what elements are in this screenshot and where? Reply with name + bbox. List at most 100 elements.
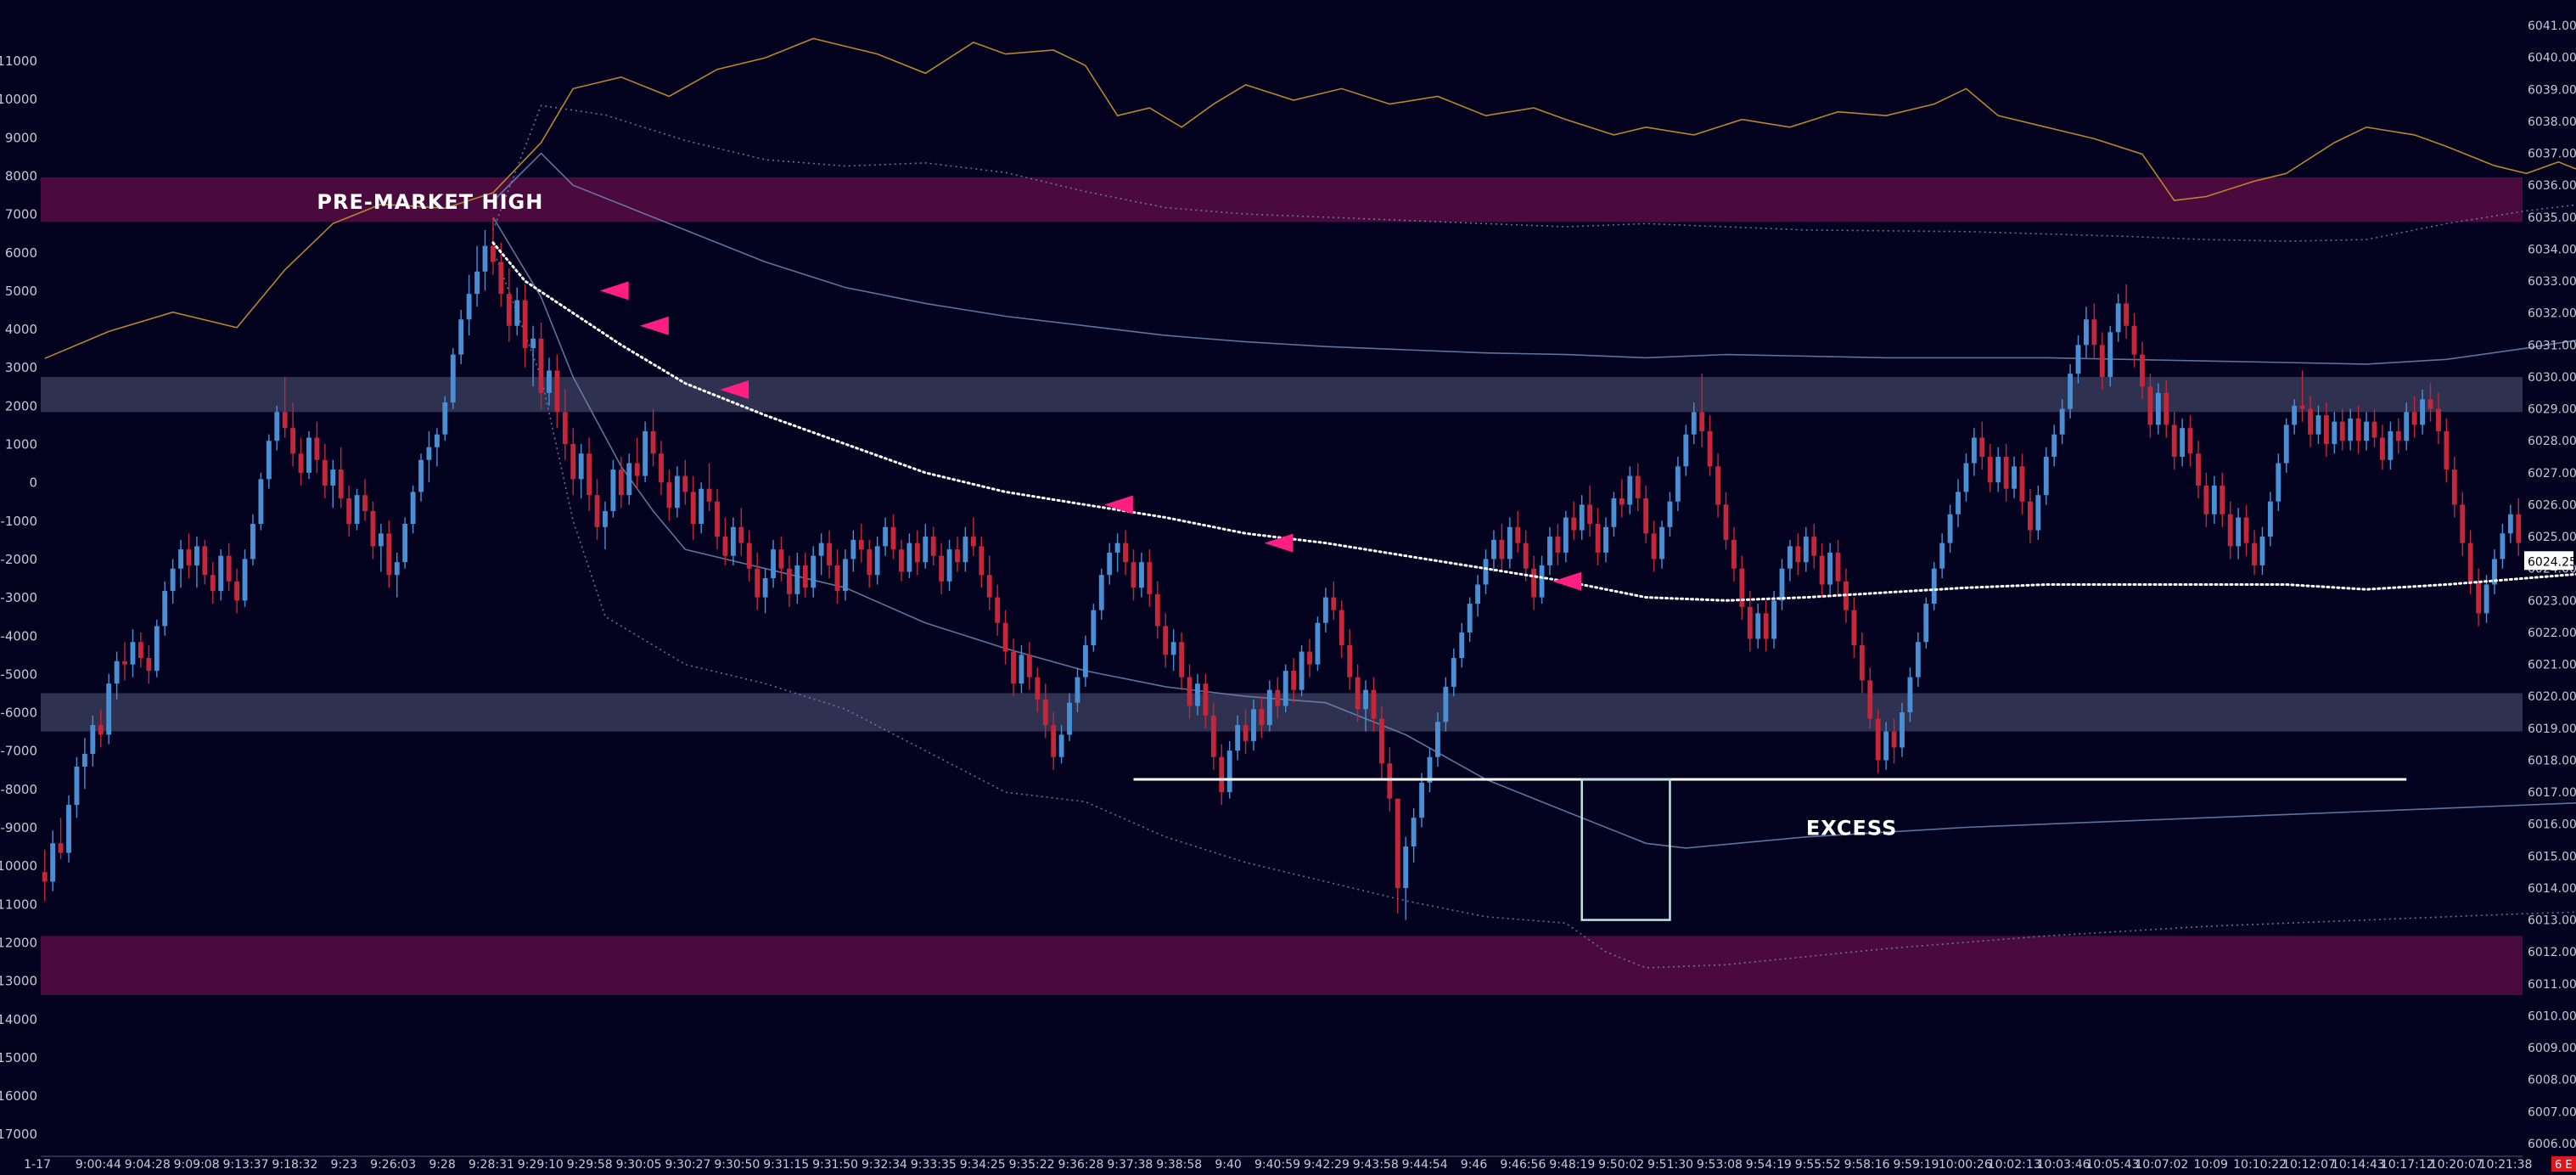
right-axis-tick-label: 6029.00 [2528, 403, 2576, 417]
price-bar-body [1739, 568, 1745, 607]
price-bar-body [330, 469, 336, 486]
price-bar-body [659, 453, 664, 483]
price-bar-body [2483, 584, 2489, 614]
left-axis-tick-label: 10000 [0, 92, 37, 107]
price-bar-body [170, 568, 176, 592]
price-bar-body [538, 338, 544, 393]
price-bar-body [2035, 495, 2041, 531]
price-bar-body [1483, 559, 1489, 585]
price-bar-body [2315, 415, 2321, 435]
price-bar-body [2203, 485, 2209, 514]
price-bar-body [1195, 683, 1200, 706]
price-bar-body [498, 261, 504, 295]
price-bar-body [850, 539, 856, 559]
price-bar-body [242, 559, 248, 601]
sell-marker-icon [639, 316, 669, 335]
x-axis-tick-label: 9:48:19 [1549, 1158, 1595, 1172]
price-bar-body [402, 524, 408, 563]
price-bar-body [290, 428, 296, 454]
price-bar-body [554, 370, 560, 413]
x-axis-tick-label: 9:46:56 [1500, 1158, 1546, 1172]
price-bar-body [2084, 319, 2089, 346]
x-axis-tick-label: 9:37:38 [1107, 1158, 1153, 1172]
price-bar-body [2380, 437, 2385, 460]
x-axis-tick-label: 9:32:34 [861, 1158, 907, 1172]
price-bar-body [1251, 709, 1256, 741]
right-axis-tick-label: 6008.00 [2528, 1074, 2576, 1088]
right-axis-tick-label: 6016.00 [2528, 818, 2576, 832]
price-bar-body [1395, 798, 1400, 888]
right-axis-tick-label: 6022.00 [2528, 627, 2576, 640]
left-axis-tick-label: 13000 [0, 974, 37, 989]
price-bar-body [1923, 604, 1929, 643]
left-axis-tick-label: 15000 [0, 1050, 37, 1065]
x-axis-tick-label: 9:43:58 [1353, 1158, 1399, 1172]
cum-delta-layer [44, 37, 2576, 359]
price-bar-body [1058, 734, 1064, 757]
price-bar-body [2427, 399, 2433, 409]
right-axis-tick-label: 6026.00 [2528, 498, 2576, 512]
price-bar-body [146, 658, 152, 672]
price-bar-body [818, 543, 824, 556]
price-bar-body [699, 488, 704, 525]
price-bar-body [1883, 731, 1889, 761]
price-bar-body [2299, 405, 2305, 409]
price-bar-body [2051, 434, 2057, 458]
price-bar-body [450, 354, 456, 403]
left-axis-tick-label: 11000 [0, 897, 37, 912]
right-axis-tick-label: 6015.00 [2528, 850, 2576, 863]
price-bar-body [626, 463, 632, 496]
price-bar-body [906, 543, 912, 572]
price-bar-body [1995, 457, 2001, 483]
price-bar-body [194, 546, 199, 565]
price-bar-body [1170, 642, 1176, 655]
price-bar-body [1307, 651, 1312, 665]
right-axis-tick-label: 6007.00 [2528, 1105, 2576, 1119]
x-axis-tick-label: 9:31:15 [763, 1158, 809, 1172]
current-price-tag: 6024.25 [2528, 555, 2576, 569]
price-bar-body [1475, 584, 1481, 604]
price-bar-body [2436, 408, 2441, 431]
left-axis-tick-label: -10000 [0, 858, 37, 874]
price-bar-body [2339, 421, 2345, 441]
price-bar-body [1259, 709, 1265, 726]
price-bar-body [2460, 504, 2466, 543]
x-axis-tick-label: 9:53:08 [1697, 1158, 1743, 1172]
price-bar-body [1539, 565, 1545, 598]
price-bar-body [1219, 756, 1225, 793]
x-axis-tick-label: 9:09:08 [174, 1158, 220, 1172]
price-bar-body [130, 642, 136, 665]
left-axis-tick-label: 2000 [5, 398, 37, 413]
x-axis-tick-label: 9:35:22 [1009, 1158, 1055, 1172]
x-axis-tick-label: 9:42:29 [1304, 1158, 1350, 1172]
price-bar-body [370, 510, 376, 547]
price-bar-body [2220, 485, 2225, 514]
price-bar-body [786, 568, 792, 594]
price-bar-body [1363, 689, 1368, 710]
price-bar-body [1371, 689, 1377, 719]
price-bar-body [2404, 412, 2410, 441]
price-bar-body [1867, 680, 1873, 719]
price-bar-body [426, 447, 432, 460]
price-bar-body [674, 475, 680, 509]
price-bar-body [346, 498, 352, 525]
sell-marker-icon [599, 281, 629, 301]
left-axis-tick-label: -3000 [0, 590, 37, 605]
price-bar-body [298, 453, 304, 473]
price-bar-body [106, 683, 112, 735]
price-bar-body [1587, 504, 1593, 525]
price-bar-body [2259, 537, 2265, 565]
price-bar-body [586, 453, 592, 496]
price-bar-body [682, 475, 688, 492]
x-axis-tick-label: 9:04:28 [125, 1158, 171, 1172]
right-axis-tick-label: 6020.00 [2528, 690, 2576, 704]
price-bar-body [1795, 546, 1801, 563]
right-axis-tick-label: 6028.00 [2528, 435, 2576, 448]
price-bar-body [2500, 533, 2506, 559]
price-bar-body [2332, 421, 2337, 444]
x-axis-tick-label: 9:46 [1461, 1158, 1488, 1172]
x-axis-tick-label: 9:44:54 [1402, 1158, 1448, 1172]
price-bar-body [2236, 517, 2242, 547]
